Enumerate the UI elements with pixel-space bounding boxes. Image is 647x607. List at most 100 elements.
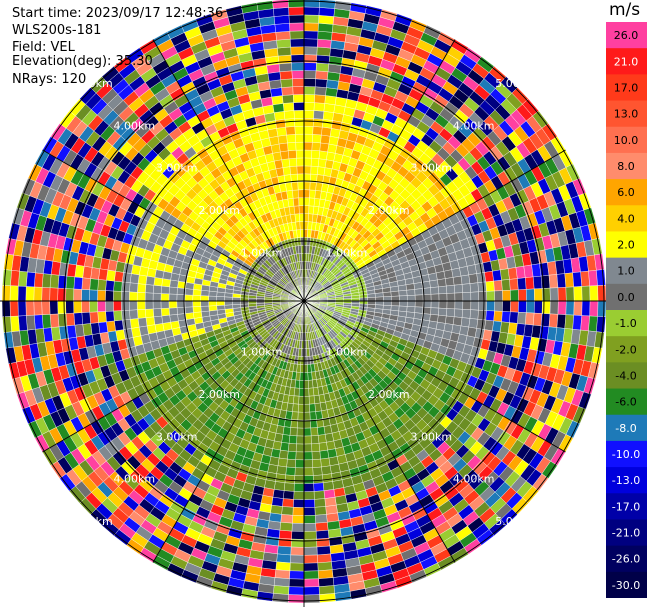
velocity-gate [314,498,326,508]
velocity-gate [41,287,51,302]
velocity-gate [383,300,392,306]
velocity-gate [276,126,287,137]
velocity-gate [153,315,163,325]
velocity-gate [271,95,284,105]
velocity-gate [18,315,28,332]
velocity-gate [114,319,124,331]
velocity-gate [303,126,314,135]
colorbar-label: -26.0 [612,553,640,566]
velocity-gate [303,523,317,532]
velocity-gate [303,499,315,508]
velocity-gate [160,307,170,317]
velocity-gate [391,295,400,302]
velocity-gate [200,300,209,307]
velocity-gate [285,466,296,476]
velocity-gate [303,30,319,40]
velocity-gate [518,300,527,313]
velocity-gate [309,411,317,421]
velocity-gate [73,276,83,290]
velocity-gate [303,483,315,492]
velocity-gate [297,181,305,191]
velocity-gate [446,308,455,317]
velocity-gate [572,271,582,288]
colorbar-label: -8.0 [615,422,636,435]
velocity-gate [581,300,591,317]
velocity-gate [289,165,298,175]
velocity-gate [279,70,293,80]
velocity-gate [454,308,463,318]
velocity-gate [303,229,308,238]
velocity-gate [1,300,11,317]
velocity-gate [98,268,108,281]
velocity-gate [280,514,293,524]
velocity-gate [144,300,154,310]
velocity-gate [271,497,284,507]
velocity-gate [510,289,519,302]
velocity-gate [303,213,309,222]
velocity-gate [315,522,329,532]
velocity-gate [315,410,323,420]
velocity-gate [299,221,305,230]
velocity-gate [161,314,171,324]
velocity-gate [454,292,464,302]
velocity-gate [303,411,311,421]
velocity-gate [303,94,315,103]
velocity-gate [293,395,300,405]
velocity-gate [1,285,11,302]
velocity-gate [303,435,312,445]
velocity-gate [298,404,305,413]
velocity-gate [276,465,287,476]
range-ring-label: 5.00km [495,515,537,528]
velocity-gate [383,296,392,302]
velocity-gate [26,314,36,331]
velocity-gate [293,94,305,103]
velocity-gate [317,426,326,436]
velocity-gate [548,313,559,328]
velocity-gate [295,221,301,231]
colorbar-label: 4.0 [617,212,635,225]
velocity-gate [41,300,51,315]
velocity-gate [303,459,313,469]
velocity-gate [105,290,114,302]
velocity-gate [49,313,60,328]
velocity-gate [200,290,210,297]
velocity-gate [278,530,293,540]
velocity-gate [273,577,290,587]
colorbar-label: -4.0 [615,370,636,383]
range-ring-label: 5.00km [495,77,537,90]
velocity-gate [438,285,448,295]
velocity-gate [320,457,331,468]
velocity-gate [81,277,91,290]
velocity-gate [303,189,310,198]
velocity-gate [319,449,330,460]
velocity-gate [216,296,225,302]
velocity-gate [445,315,455,325]
velocity-gate [121,291,130,302]
velocity-gate [317,434,327,444]
velocity-gate [89,289,98,302]
velocity-gate [299,372,305,381]
velocity-gate [145,316,156,327]
velocity-gate [273,15,290,25]
velocity-gate [526,300,535,314]
velocity-gate [303,380,309,389]
velocity-gate [278,142,289,153]
velocity-gate [168,307,178,316]
velocity-gate [438,300,448,309]
velocity-gate [308,387,315,397]
colorbar-label: -17.0 [612,500,640,513]
velocity-gate [469,309,479,320]
velocity-gate [313,490,325,500]
velocity-gate [274,23,291,33]
range-ring-label: 3.00km [411,162,453,175]
velocity-gate [317,569,334,579]
start-time-label: Start time: 2023/09/17 12:48:36 [12,6,224,21]
velocity-gate [318,442,328,452]
velocity-gate [549,287,559,302]
velocity-gate [284,118,295,128]
velocity-gate [293,102,305,111]
velocity-gate [224,304,234,310]
velocity-gate [312,458,322,468]
velocity-gate [303,62,317,71]
velocity-gate [533,312,543,327]
